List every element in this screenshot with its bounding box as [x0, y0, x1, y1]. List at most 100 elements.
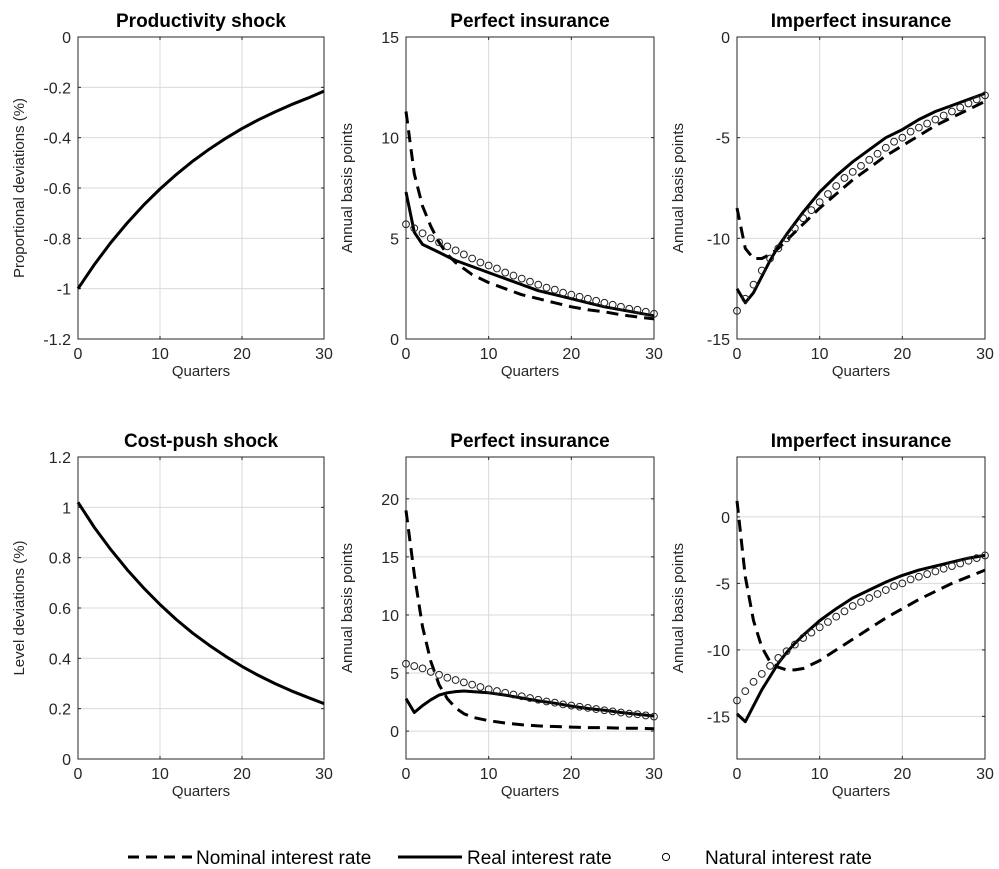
natural-rate-marker: [766, 254, 774, 263]
y-tick-label: -1.2: [43, 332, 71, 349]
natural-rate-marker: [848, 602, 857, 610]
x-tick-label: 20: [893, 766, 911, 783]
y-tick-label: -15: [707, 709, 730, 726]
x-tick-label: 0: [733, 766, 742, 783]
natural-rate-marker: [418, 229, 427, 238]
natural-rate-marker: [435, 670, 443, 679]
x-tick-label: 0: [74, 346, 83, 363]
natural-rate-marker: [865, 155, 874, 164]
natural-rate-marker: [633, 305, 642, 314]
natural-rate-marker: [443, 242, 452, 251]
y-tick-label: -10: [707, 643, 730, 660]
panel-title: Imperfect insurance: [771, 11, 952, 32]
natural-rate-marker: [774, 653, 783, 662]
y-tick-label: -5: [716, 576, 730, 593]
y-axis-label: Annual basis points: [670, 123, 687, 253]
y-tick-label: 1.2: [49, 450, 71, 467]
x-tick-label: 20: [233, 766, 251, 783]
y-tick-label: 15: [381, 550, 399, 567]
natural-rate-marker: [517, 274, 526, 283]
axes-box: [736, 456, 986, 760]
x-tick-label: 10: [811, 766, 829, 783]
x-tick-label: 0: [733, 346, 742, 363]
natural-rate-marker: [410, 224, 419, 233]
natural-rate-marker: [501, 268, 510, 277]
natural-rate-marker: [484, 261, 493, 270]
natural-rate-marker: [733, 696, 741, 705]
natural-rate-marker: [542, 697, 551, 706]
natural-rate-marker: [641, 307, 650, 316]
x-tick-label: 20: [893, 346, 911, 363]
panel-6: 0 10 20 30 -15 -10 -5 0 Imperfect insurance Quart…: [670, 431, 994, 800]
natural-rate-marker: [575, 702, 584, 711]
y-tick-label: 0.6: [49, 601, 71, 618]
natural-rate-marker: [948, 107, 956, 116]
natural-rate-marker: [807, 628, 816, 637]
natural-rate-marker: [757, 669, 766, 678]
natural-rate-marker: [815, 623, 824, 632]
natural-rate-marker: [451, 246, 460, 255]
x-tick-label: 10: [480, 766, 498, 783]
panel-3: 0 10 20 30 -15 -10 -5 0 Imperfect insurance Quart…: [670, 11, 994, 380]
y-tick-label: -5: [716, 131, 730, 148]
natural-rate-marker: [956, 559, 965, 568]
natural-rate-marker: [402, 659, 410, 668]
y-tick-label: 0: [62, 752, 71, 769]
x-tick-label: 30: [315, 346, 333, 363]
panel-title: Productivity shock: [116, 11, 286, 32]
natural-rate-marker: [468, 254, 477, 263]
natural-rate-marker: [501, 688, 510, 697]
natural-rate-marker: [906, 575, 915, 584]
natural-rate-marker: [790, 640, 799, 649]
natural-rate-marker: [774, 244, 783, 253]
axes-box: [405, 36, 655, 340]
natural-rate-marker: [782, 234, 791, 243]
shock-line: [76, 89, 325, 290]
legend-nominal-label: Nominal interest rate: [196, 848, 371, 869]
panel-5: 0 10 20 30 0 5 10 15 20 Perfect insurance Quarters…: [339, 431, 663, 800]
plot-area: [737, 37, 985, 339]
natural-rate-marker: [517, 692, 526, 701]
x-tick-label: 20: [233, 346, 251, 363]
natural-rate-marker: [948, 562, 956, 570]
x-axis-label: Quarters: [172, 363, 230, 380]
panel-4: 0 10 20 30 0 0.2 0.4 0.6 0.8 1 1.2 Cost-push shock Q…: [11, 431, 333, 800]
natural-rate-marker: [443, 673, 452, 682]
natural-rate-marker: [600, 298, 609, 307]
nominal-rate-line: [404, 510, 655, 731]
real-rate-line: [404, 191, 655, 318]
x-tick-label: 0: [402, 346, 411, 363]
y-tick-label: 5: [390, 231, 399, 248]
x-tick-label: 0: [402, 766, 411, 783]
panel-2: 0 10 20 30 0 5 10 15 Perfect insurance Quarters An…: [339, 11, 663, 380]
y-axis-label: Annual basis points: [670, 543, 687, 673]
plot-area: [406, 37, 654, 339]
natural-rate-marker: [426, 234, 435, 243]
natural-rate-marker: [898, 579, 907, 588]
natural-rate-marker: [459, 678, 468, 687]
y-axis-label: Annual basis points: [339, 543, 356, 673]
y-tick-label: 10: [381, 131, 399, 148]
natural-rate-marker: [600, 706, 609, 715]
natural-rate-marker: [534, 280, 543, 289]
y-tick-label: -1: [57, 282, 71, 299]
legend: Nominal interest rate Real interest rate…: [128, 848, 872, 869]
natural-rate-marker: [583, 703, 592, 712]
natural-rate-marker: [972, 95, 981, 104]
y-tick-label: 0: [390, 724, 399, 741]
natural-rate-marker: [559, 288, 567, 297]
natural-rate-marker: [633, 710, 642, 719]
x-axis-label: Quarters: [832, 783, 890, 800]
natural-rate-marker: [964, 99, 973, 108]
nominal-rate-line: [735, 500, 986, 672]
natural-rate-marker: [650, 712, 658, 721]
natural-rate-marker: [824, 190, 832, 198]
natural-rate-marker: [898, 133, 907, 142]
natural-rate-marker: [526, 694, 534, 702]
y-tick-label: -15: [707, 332, 730, 349]
natural-rate-marker: [807, 206, 816, 215]
natural-rate-marker: [435, 238, 443, 247]
natural-rate-marker: [542, 283, 551, 292]
y-tick-label: 0.2: [49, 702, 71, 719]
